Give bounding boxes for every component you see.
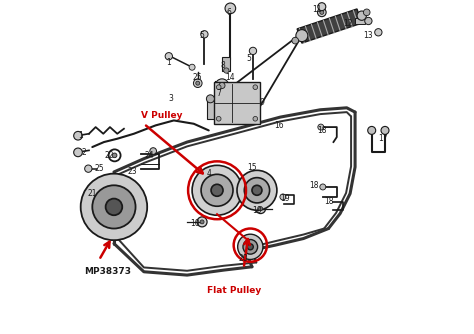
Text: V Pulley: V Pulley: [141, 111, 182, 120]
Text: 12: 12: [344, 19, 353, 28]
Text: 9: 9: [259, 98, 264, 107]
Circle shape: [252, 185, 262, 195]
Bar: [297, 9, 362, 43]
Bar: [355, 18, 365, 24]
Circle shape: [247, 244, 253, 250]
Circle shape: [253, 117, 258, 121]
Circle shape: [201, 174, 233, 206]
Circle shape: [368, 127, 376, 134]
Text: 13: 13: [364, 31, 373, 40]
Circle shape: [216, 85, 221, 90]
Circle shape: [318, 3, 326, 11]
Circle shape: [201, 31, 208, 38]
Text: 18: 18: [317, 126, 327, 135]
Text: 22: 22: [104, 151, 114, 160]
Text: 7: 7: [216, 89, 221, 98]
Circle shape: [150, 148, 156, 154]
Text: 6: 6: [226, 8, 231, 17]
Text: 14: 14: [226, 73, 235, 82]
Circle shape: [215, 79, 228, 92]
Text: 10: 10: [191, 219, 200, 228]
Bar: [222, 56, 230, 70]
Text: 1: 1: [166, 58, 171, 67]
FancyBboxPatch shape: [214, 82, 260, 124]
Text: 23: 23: [128, 167, 137, 176]
Circle shape: [365, 17, 372, 25]
Circle shape: [193, 79, 202, 88]
Text: 18: 18: [309, 181, 318, 190]
Text: 5: 5: [246, 54, 251, 63]
Circle shape: [219, 82, 225, 89]
Circle shape: [197, 217, 207, 227]
Circle shape: [85, 165, 92, 172]
Text: 25: 25: [94, 164, 104, 173]
Circle shape: [292, 37, 299, 44]
Circle shape: [189, 64, 195, 70]
Text: 1: 1: [78, 131, 83, 140]
Circle shape: [112, 153, 117, 158]
Circle shape: [211, 184, 223, 196]
Circle shape: [165, 52, 173, 60]
Circle shape: [357, 11, 366, 20]
Circle shape: [320, 10, 324, 14]
Text: 15: 15: [247, 163, 257, 171]
Circle shape: [237, 170, 277, 210]
Circle shape: [253, 85, 258, 90]
Text: 17: 17: [379, 134, 388, 143]
Text: 16: 16: [274, 121, 283, 130]
Circle shape: [106, 199, 122, 215]
Circle shape: [364, 9, 370, 16]
Circle shape: [73, 148, 82, 157]
Text: MP38373: MP38373: [84, 267, 131, 276]
Circle shape: [81, 174, 147, 240]
Circle shape: [216, 117, 221, 121]
Text: 21: 21: [88, 189, 97, 198]
Circle shape: [73, 131, 82, 140]
Text: 19: 19: [281, 194, 290, 203]
Circle shape: [196, 81, 200, 85]
Circle shape: [255, 204, 265, 213]
Circle shape: [318, 124, 324, 130]
Circle shape: [381, 127, 389, 134]
Circle shape: [375, 29, 382, 36]
Circle shape: [259, 207, 263, 210]
Text: 3: 3: [168, 94, 173, 103]
Bar: [207, 99, 216, 119]
Circle shape: [280, 194, 286, 200]
Text: 20: 20: [239, 254, 248, 263]
Circle shape: [206, 95, 214, 103]
Circle shape: [320, 184, 326, 190]
Circle shape: [224, 68, 229, 73]
Text: 10: 10: [252, 206, 262, 215]
Text: 18: 18: [324, 197, 333, 206]
Circle shape: [237, 234, 263, 260]
Circle shape: [296, 30, 308, 42]
Text: Flat Pulley: Flat Pulley: [207, 286, 261, 295]
Circle shape: [249, 47, 256, 54]
Circle shape: [243, 239, 258, 254]
Text: 2: 2: [82, 148, 86, 157]
Text: 4: 4: [206, 169, 211, 178]
Circle shape: [225, 3, 236, 14]
Circle shape: [200, 220, 204, 224]
Text: 5: 5: [200, 31, 204, 40]
Text: 8: 8: [221, 61, 226, 70]
Text: 11: 11: [312, 5, 321, 13]
Text: 24: 24: [144, 151, 154, 160]
Text: 25: 25: [192, 73, 202, 82]
Circle shape: [192, 165, 242, 215]
Circle shape: [244, 178, 270, 203]
Circle shape: [92, 185, 136, 228]
Circle shape: [318, 8, 326, 17]
